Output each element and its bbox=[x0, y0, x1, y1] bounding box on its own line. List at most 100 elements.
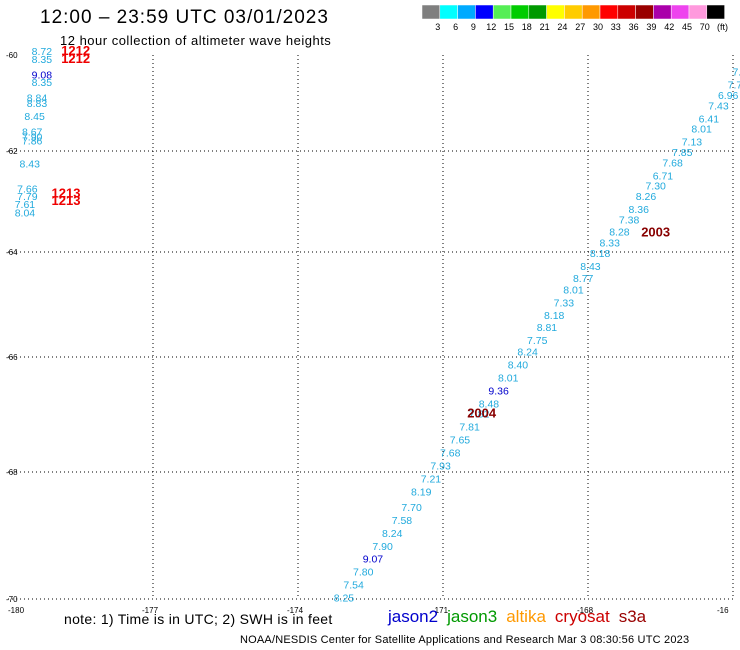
colorbar-swatch bbox=[599, 4, 619, 20]
wave-height-label: 8.84 bbox=[27, 93, 48, 105]
colorbar-label: 70 bbox=[700, 22, 710, 32]
y-tick-label: -70 bbox=[6, 595, 18, 604]
wave-height-label: 8.35 bbox=[32, 77, 53, 89]
wave-height-label: 7.79 bbox=[17, 191, 38, 203]
wave-height-label: 8.01 bbox=[498, 372, 519, 384]
wave-height-label: 7.80 bbox=[353, 567, 374, 579]
colorbar-swatch bbox=[635, 4, 654, 20]
x-tick-label: -168 bbox=[577, 606, 594, 615]
colorbar-swatch bbox=[475, 4, 494, 20]
y-tick-label: -64 bbox=[6, 248, 18, 257]
wave-height-label: 7.13 bbox=[682, 137, 703, 149]
colorbar-label: 27 bbox=[575, 22, 585, 32]
wave-height-label: 8.04 bbox=[15, 208, 36, 220]
wave-height-label: 9.07 bbox=[363, 554, 384, 566]
wave-height-label: 8.45 bbox=[24, 111, 45, 123]
wave-height-label: 7.58 bbox=[392, 515, 413, 527]
x-tick-label: -171 bbox=[432, 606, 449, 615]
legend-altika: altika bbox=[506, 607, 546, 626]
y-tick-label: -68 bbox=[6, 468, 18, 477]
wave-height-label: 7.70 bbox=[401, 502, 422, 514]
wave-height-label: 8.43 bbox=[20, 158, 41, 170]
wave-height-label: 7.82 bbox=[469, 409, 490, 421]
footer-note: note: 1) Time is in UTC; 2) SWH is in fe… bbox=[64, 611, 333, 627]
colorbar-label: 42 bbox=[664, 22, 674, 32]
wave-height-label: 8.24 bbox=[517, 346, 538, 358]
wave-height-label: 8.36 bbox=[629, 204, 650, 216]
wave-height-label: 7.38 bbox=[619, 214, 640, 226]
time-label: 2004 bbox=[467, 406, 497, 421]
wave-height-label: 8.72 bbox=[32, 46, 53, 58]
wave-height-label: 8.19 bbox=[411, 486, 432, 498]
wave-height-label: 8.81 bbox=[537, 322, 558, 334]
colorbar-swatch bbox=[688, 4, 708, 20]
wave-height-label: 8.18 bbox=[544, 310, 565, 322]
wave-height-label: 7.93 bbox=[430, 460, 451, 472]
satellite-legend: jason2 jason3 altika cryosat s3a bbox=[388, 607, 655, 627]
wave-height-label: 7.65 bbox=[450, 435, 471, 447]
colorbar-swatch bbox=[581, 4, 601, 20]
wave-height-label: 8.35 bbox=[32, 54, 53, 66]
wave-height-label: 7.21 bbox=[421, 473, 442, 485]
wave-height-label: 8.01 bbox=[691, 124, 712, 136]
wave-height-label: 6.96 bbox=[718, 90, 739, 102]
wave-height-label: 8.18 bbox=[590, 248, 611, 260]
legend-jason3: jason3 bbox=[447, 607, 498, 626]
wave-height-label: 8.25 bbox=[334, 593, 355, 605]
colorbar-swatch bbox=[457, 4, 476, 20]
wave-height-label: 8.33 bbox=[600, 238, 621, 250]
wave-height-label: 7.43 bbox=[708, 100, 729, 112]
x-tick-label: -180 bbox=[8, 606, 25, 615]
wave-height-label: 8.01 bbox=[563, 284, 584, 296]
wave-height-label: 7.90 bbox=[22, 131, 43, 143]
colorbar-swatch bbox=[653, 4, 672, 20]
colorbar-label: 6 bbox=[453, 22, 458, 32]
colorbar-label: 45 bbox=[682, 22, 692, 32]
wave-height-label: 7.86 bbox=[22, 136, 43, 148]
colorbar-label: 24 bbox=[557, 22, 567, 32]
wave-height-label: 7.81 bbox=[459, 422, 480, 434]
colorbar-unit: (ft) bbox=[717, 22, 728, 32]
colorbar-swatch bbox=[421, 4, 441, 20]
colorbar-swatch bbox=[564, 4, 583, 20]
wave-height-label: 9.36 bbox=[488, 385, 509, 397]
colorbar-label: 39 bbox=[646, 22, 656, 32]
colorbar-swatch bbox=[546, 4, 565, 20]
wave-height-label: 8.28 bbox=[609, 226, 630, 238]
wave-height-label: 7.78 bbox=[728, 80, 740, 92]
time-label: 1212 bbox=[61, 51, 90, 66]
credit-line: NOAA/NESDIS Center for Satellite Applica… bbox=[240, 634, 690, 646]
wave-height-label: 8.24 bbox=[382, 528, 403, 540]
wave-height-label: 8.83 bbox=[27, 98, 48, 110]
y-tick-label: -62 bbox=[6, 147, 18, 156]
chart-title: 12:00 – 23:59 UTC 03/01/2023 bbox=[40, 7, 329, 28]
wave-height-label: 7.30 bbox=[645, 181, 666, 193]
colorbar-label: 9 bbox=[471, 22, 476, 32]
wave-height-label: 7.66 bbox=[17, 183, 38, 195]
x-tick-label: -177 bbox=[142, 606, 159, 615]
wave-height-label: 8.77 bbox=[573, 273, 594, 285]
wave-height-label: 7.90 bbox=[372, 541, 393, 553]
legend-jason2: jason2 bbox=[388, 607, 439, 626]
y-tick-label: -60 bbox=[6, 51, 18, 60]
wave-height-label: 7.14 bbox=[732, 67, 740, 79]
colorbar-swatch bbox=[617, 4, 636, 20]
wave-height-label: 7.85 bbox=[672, 147, 693, 159]
colorbar-swatch bbox=[706, 4, 725, 20]
wave-height-label: 7.68 bbox=[662, 157, 683, 169]
colorbar-label: 36 bbox=[629, 22, 639, 32]
colorbar-label: 12 bbox=[486, 22, 496, 32]
colorbar-label: 33 bbox=[611, 22, 621, 32]
wave-height-label: 6.41 bbox=[699, 113, 720, 125]
wave-height-label: 8.26 bbox=[636, 191, 657, 203]
x-tick-label: -16 bbox=[717, 606, 729, 615]
colorbar-swatch bbox=[439, 4, 458, 20]
legend-s3a: s3a bbox=[618, 607, 647, 626]
wave-height-label: 7.33 bbox=[554, 297, 575, 309]
colorbar-swatch bbox=[670, 4, 690, 20]
colorbar-label: 21 bbox=[540, 22, 550, 32]
colorbar-label: 15 bbox=[504, 22, 514, 32]
colorbar-swatch bbox=[492, 4, 512, 20]
colorbar-swatch bbox=[528, 4, 547, 20]
